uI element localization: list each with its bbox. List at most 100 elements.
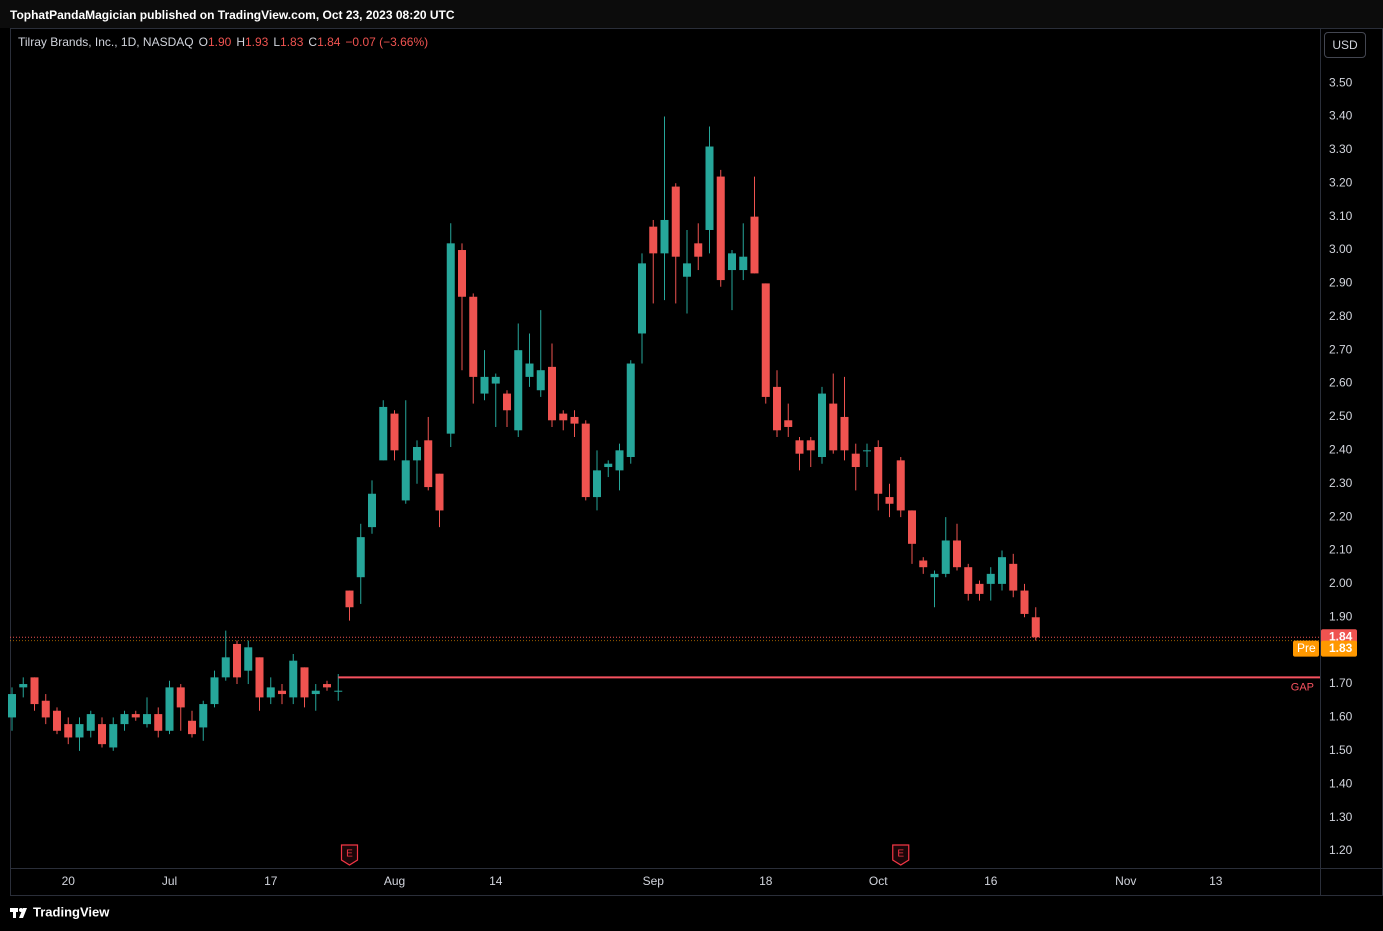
y-tick-label: 2.20 (1329, 509, 1353, 523)
y-tick-label: 2.00 (1329, 576, 1353, 590)
candle-body (638, 263, 646, 334)
candle-body (8, 694, 16, 718)
candle-body (278, 690, 286, 695)
pre-label: Pre (1297, 641, 1316, 655)
candle-body (694, 243, 703, 257)
candle-body (581, 423, 590, 498)
candle-body (413, 446, 421, 461)
legend: Tilray Brands, Inc., 1D, NASDAQ O1.90 H1.9… (18, 35, 428, 49)
ohlc-key: O (198, 35, 208, 49)
candle-body (514, 350, 523, 431)
y-tick-label: 3.30 (1329, 142, 1353, 156)
candle-body (255, 657, 264, 698)
candle-body (1020, 590, 1029, 614)
candle-body (503, 393, 511, 411)
candle-body (390, 413, 399, 451)
candle-body (626, 363, 635, 458)
candle-body (424, 440, 433, 488)
candle-body (671, 186, 680, 257)
x-tick-label: Jul (162, 874, 177, 888)
candle-body (851, 453, 860, 468)
y-tick-label: 2.30 (1329, 476, 1353, 490)
candle-body (300, 667, 309, 698)
y-tick-label: 1.40 (1329, 776, 1353, 790)
candle-body (604, 463, 613, 468)
candle-body (1009, 563, 1018, 591)
candle-body (98, 724, 106, 745)
candle-body (930, 573, 939, 578)
earnings-marker (892, 844, 910, 866)
candle-body (188, 720, 196, 735)
candle-body (615, 450, 624, 471)
ohlc-key: L (273, 35, 281, 49)
x-tick-label: 17 (264, 874, 278, 888)
candle-body (863, 450, 871, 452)
x-tick-label: Nov (1115, 874, 1136, 888)
candle-body (345, 590, 354, 608)
candle-body (964, 567, 973, 594)
candle-body (199, 704, 208, 728)
candle-body (143, 714, 151, 725)
y-tick-label: 1.70 (1329, 676, 1353, 690)
x-tick-label: 20 (62, 874, 76, 888)
pre-badge (1293, 640, 1319, 657)
y-tick-label: 1.20 (1329, 843, 1353, 857)
candle-body (379, 406, 388, 461)
candle-body (311, 690, 320, 695)
tradingview-logo (10, 908, 27, 918)
y-tick-label: 2.60 (1329, 376, 1353, 390)
footer-brand: TradingView (33, 904, 110, 919)
candle-body (536, 370, 545, 391)
y-tick-label: 3.10 (1329, 209, 1353, 223)
candle-body (525, 363, 534, 377)
x-tick-label: Sep (643, 874, 665, 888)
y-tick-label: 2.50 (1329, 409, 1353, 423)
candle-body (548, 366, 556, 421)
candle-body (750, 216, 759, 274)
gap-label: GAP (1291, 681, 1314, 693)
candle-body (919, 560, 928, 568)
candle-body (739, 256, 748, 271)
candle-body (221, 657, 230, 678)
candle-body (435, 473, 444, 511)
candle-body (716, 176, 725, 281)
candle-body (570, 416, 579, 424)
candle-body (323, 684, 331, 688)
candle-body (266, 687, 275, 698)
candle-body (30, 677, 39, 705)
y-tick-label: 2.80 (1329, 309, 1353, 323)
y-tick-label: 3.40 (1329, 109, 1353, 123)
candle-body (41, 700, 50, 718)
candle-body (491, 376, 500, 384)
ohlc-key: C (308, 35, 318, 49)
y-tick-label: 1.60 (1329, 710, 1353, 724)
y-tick-label: 2.90 (1329, 276, 1353, 290)
candle-body (289, 660, 298, 698)
candle-body (233, 643, 241, 678)
pre-price-label: 1.83 (1329, 641, 1353, 655)
candle-body (705, 146, 714, 230)
candle-body (19, 684, 28, 688)
header-bar (0, 0, 1383, 28)
candle-body (244, 647, 253, 671)
y-tick-label: 1.90 (1329, 609, 1353, 623)
currency-button[interactable]: USD (1324, 32, 1366, 58)
ohlc-value: 1.84 (317, 35, 341, 49)
candle-body (649, 226, 658, 254)
x-tick-label: 13 (1209, 874, 1223, 888)
candle-body (356, 537, 365, 578)
candle-body (334, 690, 343, 692)
candle-body (458, 250, 466, 297)
candle-body (154, 714, 163, 731)
candle-body (874, 446, 883, 494)
candle-body (896, 460, 905, 511)
y-tick-label: 1.30 (1329, 810, 1353, 824)
candle-body (1031, 617, 1040, 638)
x-tick-label: Oct (869, 874, 888, 888)
candle-body (75, 724, 84, 738)
y-tick-label: 3.00 (1329, 242, 1353, 256)
candle-body (728, 253, 736, 271)
publish-info: TophatPandaMagician published on Trading… (10, 8, 455, 22)
